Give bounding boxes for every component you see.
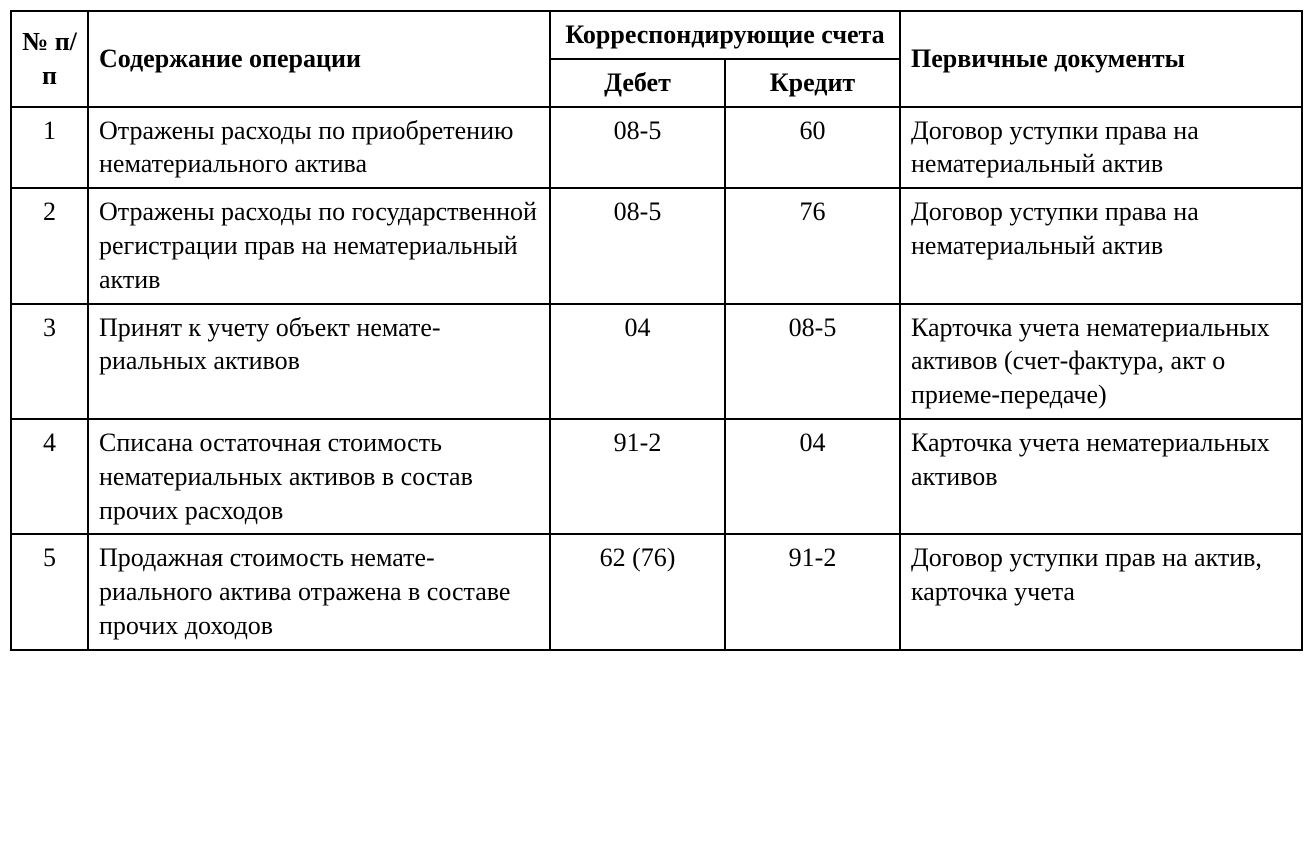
cell-credit: 08-5	[725, 304, 900, 419]
cell-documents: Договор уступки пра­ва на нематериаль­ны…	[900, 107, 1302, 189]
cell-credit: 60	[725, 107, 900, 189]
cell-documents: Договор уступки пра­в на актив, карточка…	[900, 534, 1302, 649]
header-operation: Содержание операции	[88, 11, 550, 107]
table-row: 3 Принят к учету объект немате­риальных …	[11, 304, 1302, 419]
cell-credit: 76	[725, 188, 900, 303]
accounting-table: № п/п Содержание операции Корреспондирую…	[10, 10, 1303, 651]
header-documents: Первичные документы	[900, 11, 1302, 107]
cell-num: 5	[11, 534, 88, 649]
header-credit: Кредит	[725, 59, 900, 107]
header-row-1: № п/п Содержание операции Корреспондирую…	[11, 11, 1302, 59]
cell-num: 3	[11, 304, 88, 419]
table-row: 2 Отражены расходы по государст­венной р…	[11, 188, 1302, 303]
table-row: 4 Списана остаточная стоимость нематериа…	[11, 419, 1302, 534]
table-row: 5 Продажная стоимость немате­риального а…	[11, 534, 1302, 649]
cell-operation: Продажная стоимость немате­риального акт…	[88, 534, 550, 649]
cell-operation: Принят к учету объект немате­риальных ак…	[88, 304, 550, 419]
cell-credit: 04	[725, 419, 900, 534]
table-row: 1 Отражены расходы по приобрете­нию нема…	[11, 107, 1302, 189]
cell-credit: 91-2	[725, 534, 900, 649]
cell-debit: 08-5	[550, 188, 725, 303]
header-accounts: Корреспондирующие счета	[550, 11, 900, 59]
header-debit: Дебет	[550, 59, 725, 107]
cell-debit: 91-2	[550, 419, 725, 534]
header-num: № п/п	[11, 11, 88, 107]
cell-num: 2	[11, 188, 88, 303]
cell-debit: 08-5	[550, 107, 725, 189]
cell-debit: 04	[550, 304, 725, 419]
cell-documents: Карточка учета нема­териальных активов	[900, 419, 1302, 534]
cell-num: 4	[11, 419, 88, 534]
cell-operation: Отражены расходы по приобрете­нию немате…	[88, 107, 550, 189]
cell-num: 1	[11, 107, 88, 189]
cell-documents: Карточка учета нема­териальных активов (…	[900, 304, 1302, 419]
table-body: 1 Отражены расходы по приобрете­нию нема…	[11, 107, 1302, 650]
cell-documents: Договор уступки пра­ва на нематериаль­ны…	[900, 188, 1302, 303]
cell-operation: Отражены расходы по государст­венной рег…	[88, 188, 550, 303]
cell-operation: Списана остаточная стоимость нематериаль…	[88, 419, 550, 534]
cell-debit: 62 (76)	[550, 534, 725, 649]
